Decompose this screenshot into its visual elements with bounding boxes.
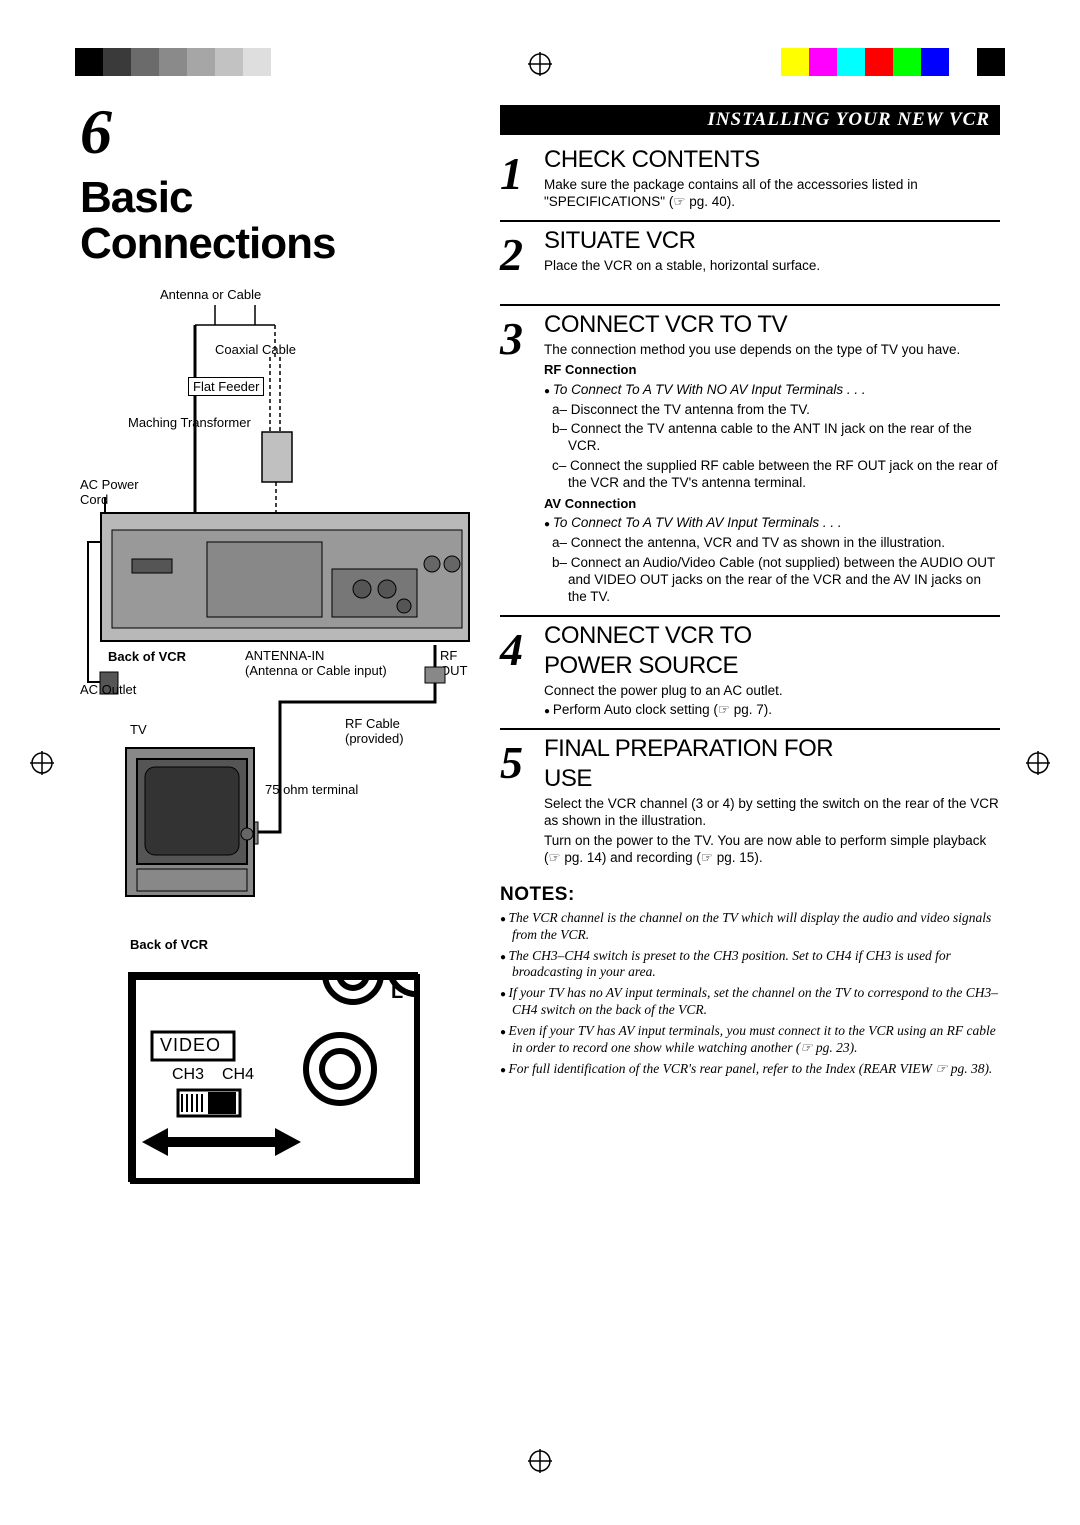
step-4: 4 CONNECT VCR TO POWER SOURCE Connect th…: [500, 615, 1000, 723]
step-4-title: CONNECT VCR TO POWER SOURCE: [544, 621, 1000, 681]
step-num-2: 2: [500, 226, 544, 298]
label-rf-out: RF OUT: [440, 649, 467, 679]
step-2-body: Place the VCR on a stable, horizontal su…: [544, 258, 1000, 275]
registration-mark-right: [1026, 751, 1050, 775]
notes-list: The VCR channel is the channel on the TV…: [500, 910, 1000, 1078]
step-5-body: Select the VCR channel (3 or 4) by setti…: [544, 796, 1000, 830]
av-a: a– Connect the antenna, VCR and TV as sh…: [544, 535, 1000, 552]
step-1-body: Make sure the package contains all of th…: [544, 177, 1000, 211]
label-flat-feeder: Flat Feeder: [188, 377, 264, 396]
registration-mark-bottom: [528, 1449, 552, 1473]
main-title-l1: Basic: [80, 173, 192, 222]
step-3-body: The connection method you use depends on…: [544, 342, 1000, 359]
rf-intro: To Connect To A TV With NO AV Input Term…: [544, 382, 1000, 399]
notes-title: NOTES:: [500, 884, 1000, 906]
label-rf-cable: RF Cable (provided): [345, 717, 404, 747]
note-4: For full identification of the VCR's rea…: [500, 1061, 1000, 1078]
step-3: 3 CONNECT VCR TO TV The connection metho…: [500, 304, 1000, 609]
label-ac-outlet: AC Outlet: [80, 682, 136, 697]
connection-diagram: Antenna or Cable Coaxial Ca: [80, 287, 480, 927]
step-num-4: 4: [500, 621, 544, 723]
step-num-5: 5: [500, 734, 544, 870]
rf-connection-head: RF Connection: [544, 362, 1000, 378]
label-back-of-vcr: Back of VCR: [108, 649, 186, 664]
page-number: 6: [80, 95, 112, 169]
av-intro: To Connect To A TV With AV Input Termina…: [544, 515, 1000, 532]
main-title-l2: Connections: [80, 219, 335, 268]
step-5-title: FINAL PREPARATION FOR USE: [544, 734, 1000, 794]
step-2: 2 SITUATE VCR Place the VCR on a stable,…: [500, 220, 1000, 298]
label-75ohm: 75 ohm terminal: [265, 782, 358, 797]
note-0: The VCR channel is the channel on the TV…: [500, 910, 1000, 944]
svg-text:L: L: [391, 981, 403, 1003]
label-tv: TV: [130, 722, 147, 737]
step-3-title: CONNECT VCR TO TV: [544, 310, 1000, 340]
step-1-title: CHECK CONTENTS: [544, 145, 1000, 175]
rf-c: c– Connect the supplied RF cable between…: [544, 458, 1000, 492]
left-column: 6 Basic Connections Antenna or Cable: [80, 105, 480, 1420]
note-2: If your TV has no AV input terminals, se…: [500, 985, 1000, 1019]
tv-illustration: [125, 747, 255, 897]
switch-closeup: L: [128, 972, 418, 1182]
vcr-back-illustration: [100, 512, 470, 642]
step-num-3: 3: [500, 310, 544, 609]
rf-a: a– Disconnect the TV antenna from the TV…: [544, 402, 1000, 419]
main-title: Basic Connections: [80, 175, 480, 267]
page-content: 6 Basic Connections Antenna or Cable: [80, 105, 1000, 1420]
channel-switch-diagram: L: [80, 972, 480, 1232]
step-num-1: 1: [500, 145, 544, 214]
note-1: The CH3–CH4 switch is preset to the CH3 …: [500, 948, 1000, 982]
step-4-bullet: Perform Auto clock setting (☞ pg. 7).: [544, 702, 1000, 719]
label-coaxial: Coaxial Cable: [215, 342, 296, 357]
step-2-title: SITUATE VCR: [544, 226, 1000, 256]
step-1: 1 CHECK CONTENTS Make sure the package c…: [500, 141, 1000, 214]
step-5: 5 FINAL PREPARATION FOR USE Select the V…: [500, 728, 1000, 870]
registration-mark-left: [30, 751, 54, 775]
label-video: VIDEO: [160, 1035, 221, 1056]
right-column: INSTALLING YOUR NEW VCR 1 CHECK CONTENTS…: [500, 105, 1000, 1420]
section-header: INSTALLING YOUR NEW VCR: [500, 105, 1000, 135]
av-b: b– Connect an Audio/Video Cable (not sup…: [544, 555, 1000, 606]
label-matching-transformer: Maching Transformer: [128, 415, 251, 430]
av-connection-head: AV Connection: [544, 496, 1000, 512]
colorbar-process: [781, 48, 1005, 76]
label-ac-power: AC Power Cord: [80, 477, 139, 507]
label-back-of-vcr-2: Back of VCR: [130, 937, 480, 952]
label-antenna-in: ANTENNA-IN (Antenna or Cable input): [245, 649, 387, 679]
step-5-body2: Turn on the power to the TV. You are now…: [544, 833, 1000, 867]
label-ch3: CH3: [172, 1066, 204, 1084]
note-3: Even if your TV has AV input terminals, …: [500, 1023, 1000, 1057]
step-4-body: Connect the power plug to an AC outlet.: [544, 683, 1000, 700]
label-ch4: CH4: [222, 1066, 254, 1084]
colorbar-grayscale: [75, 48, 299, 76]
rf-b: b– Connect the TV antenna cable to the A…: [544, 421, 1000, 455]
registration-mark-top: [528, 52, 552, 76]
